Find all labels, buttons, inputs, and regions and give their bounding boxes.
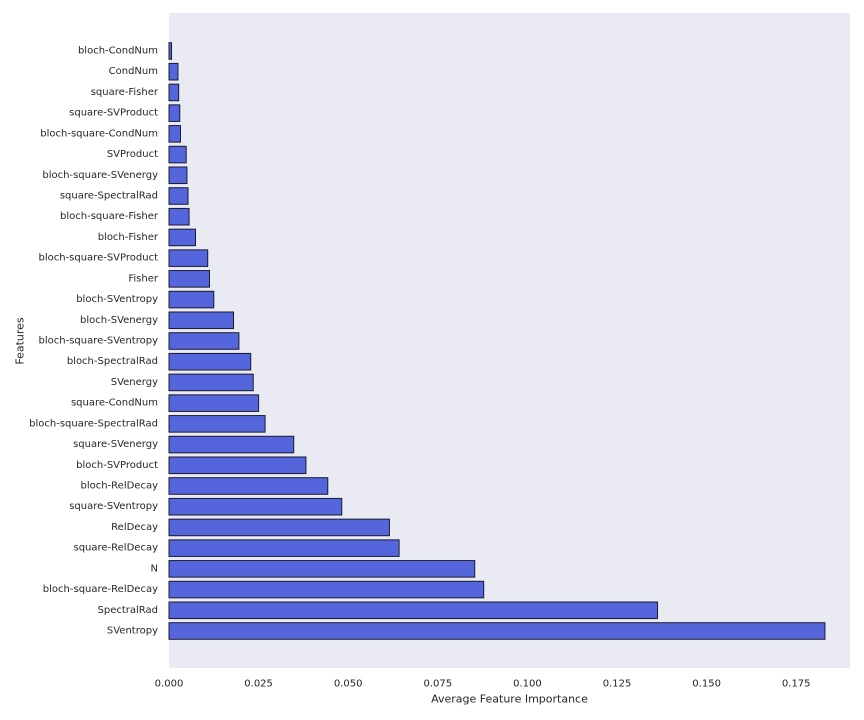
bar — [168, 560, 476, 578]
y-tick-label: bloch-Fisher — [98, 232, 159, 243]
bar — [168, 311, 235, 330]
y-tick-label: RelDecay — [111, 522, 158, 533]
y-tick-label: bloch-square-Fisher — [60, 211, 159, 222]
bar — [168, 394, 260, 412]
y-tick-label: bloch-square-SVentropy — [39, 336, 159, 347]
y-tick-label: square-SVentropy — [69, 501, 158, 512]
y-tick-label: SpectralRad — [98, 605, 159, 616]
x-tick-label: 0.025 — [244, 679, 273, 690]
bar — [168, 373, 254, 392]
x-tick-label: 0.050 — [334, 679, 363, 690]
bar — [168, 166, 188, 185]
bar — [168, 125, 181, 143]
y-tick-label: bloch-SVProduct — [76, 460, 158, 471]
bar — [168, 290, 215, 309]
y-tick-label: bloch-square-RelDecay — [43, 584, 158, 595]
x-tick-label: 0.150 — [692, 679, 721, 690]
y-axis-label: Features — [14, 317, 27, 365]
y-tick-label: bloch-SVenergy — [80, 315, 158, 326]
y-tick-label: CondNum — [109, 66, 158, 77]
bar — [168, 332, 240, 350]
bars-group — [168, 42, 826, 640]
y-tick-label: bloch-RelDecay — [80, 481, 158, 492]
y-tick-label: SVentropy — [107, 626, 158, 637]
bar — [168, 518, 390, 537]
plot-area — [169, 13, 850, 668]
bar — [168, 228, 197, 247]
y-tick-label: square-SpectralRad — [60, 191, 158, 202]
y-tick-label: SVenergy — [111, 377, 158, 388]
bar — [168, 497, 343, 516]
x-tick-label: 0.075 — [423, 679, 452, 690]
bar — [168, 477, 329, 495]
y-tick-label: bloch-SVentropy — [76, 294, 158, 305]
x-axis-label: Average Feature Importance — [431, 693, 588, 706]
y-tick-label: Fisher — [128, 273, 159, 284]
bar — [168, 62, 179, 81]
bar — [168, 601, 659, 620]
bar — [168, 415, 266, 433]
x-tick-labels: 0.000 0.025 0.050 0.075 0.100 0.125 0.150 0.175 — [155, 679, 811, 690]
y-tick-label: bloch-square-SpectralRad — [29, 418, 158, 429]
bar — [168, 207, 190, 226]
y-tick-label: bloch-square-SVenergy — [42, 170, 158, 181]
bar — [168, 249, 209, 267]
y-tick-label: square-SVenergy — [73, 439, 158, 450]
bar — [168, 352, 252, 371]
y-tick-label: bloch-SpectralRad — [67, 356, 158, 367]
bar — [168, 580, 485, 599]
x-tick-label: 0.000 — [155, 679, 184, 690]
y-tick-labels: bloch-CondNum CondNum square-Fisher square-… — [29, 46, 159, 637]
bar — [168, 42, 173, 60]
y-tick-label: bloch-square-SVProduct — [38, 253, 158, 264]
y-tick-label: bloch-CondNum — [78, 46, 158, 57]
x-tick-label: 0.125 — [603, 679, 632, 690]
x-tick-label: 0.175 — [782, 679, 811, 690]
bar — [168, 622, 826, 640]
y-tick-label: bloch-square-CondNum — [40, 128, 158, 139]
bar — [168, 456, 307, 475]
bar — [168, 187, 189, 205]
bar — [168, 104, 181, 122]
bar — [168, 83, 180, 102]
bar — [168, 270, 211, 288]
bar — [168, 539, 400, 557]
y-tick-label: square-RelDecay — [73, 543, 158, 554]
y-tick-label: square-Fisher — [91, 87, 159, 98]
y-tick-label: N — [151, 563, 158, 574]
bar — [168, 145, 187, 164]
bar — [168, 435, 295, 454]
x-tick-label: 0.100 — [513, 679, 542, 690]
y-tick-label: square-CondNum — [71, 398, 158, 409]
y-tick-label: SVProduct — [107, 149, 158, 160]
y-tick-label: square-SVProduct — [69, 108, 158, 119]
